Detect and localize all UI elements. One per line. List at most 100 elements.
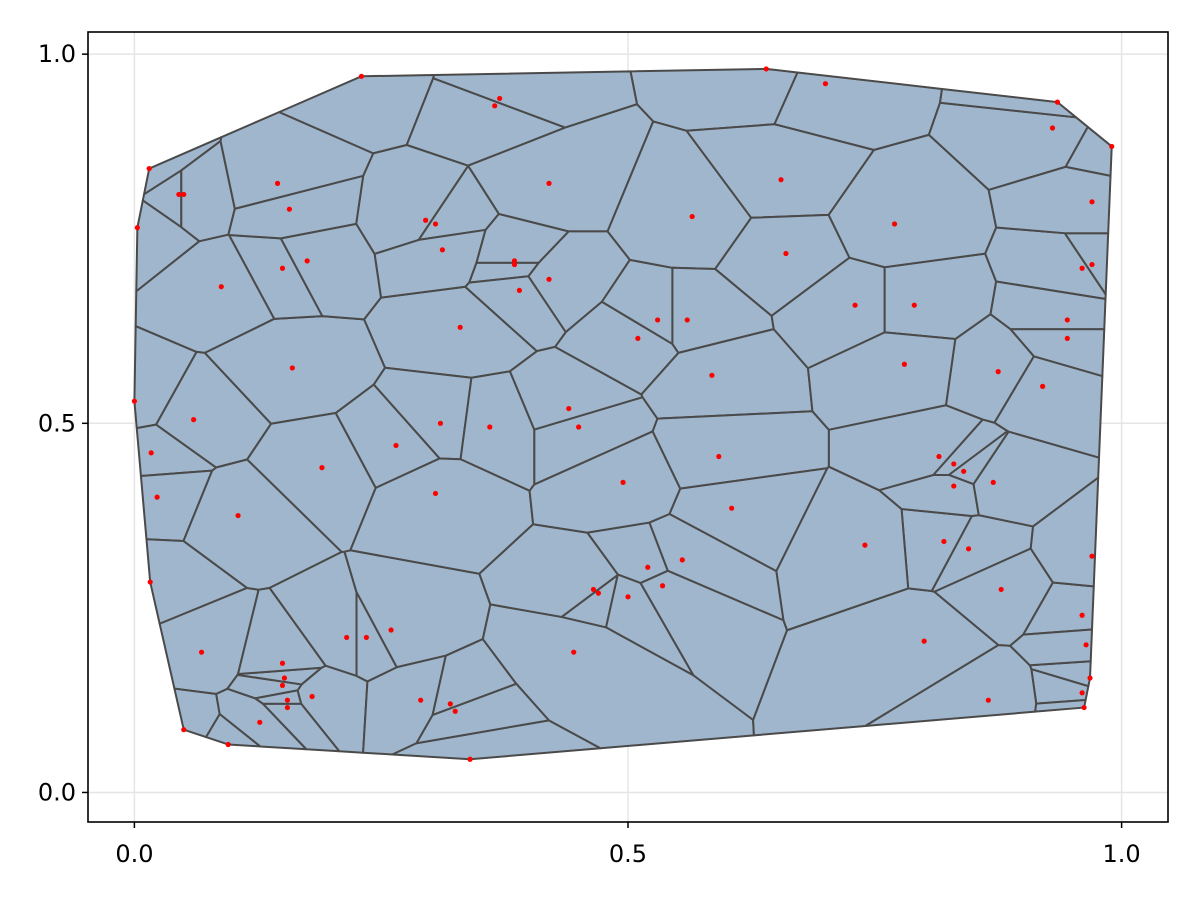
- seed-point: [393, 442, 399, 449]
- voronoi-cell: [415, 682, 550, 745]
- seed-point: [358, 73, 365, 79]
- seed-point: [778, 177, 784, 183]
- voronoi-cell: [987, 165, 1112, 235]
- seed-point: [684, 317, 690, 323]
- seed-point: [432, 221, 439, 227]
- seed-point: [566, 405, 572, 412]
- seed-point: [995, 369, 1001, 375]
- seed-point: [284, 704, 291, 711]
- voronoi-cell: [173, 687, 221, 739]
- seed-point: [1087, 675, 1093, 681]
- seed-point: [635, 335, 641, 342]
- seed-point: [418, 697, 424, 703]
- seed-point: [363, 634, 369, 641]
- seed-point: [965, 546, 972, 552]
- seed-point: [941, 538, 947, 545]
- seed-point: [679, 557, 685, 563]
- seed-point: [147, 579, 153, 585]
- seed-point: [1089, 199, 1095, 205]
- seed-point: [546, 276, 552, 282]
- seed-point: [148, 450, 154, 456]
- seed-point: [304, 258, 310, 264]
- y-tick-label: 1.0: [38, 40, 76, 68]
- seed-point: [289, 365, 295, 371]
- seed-point: [497, 95, 503, 102]
- seed-point: [689, 213, 695, 220]
- seed-point: [1081, 704, 1087, 711]
- seed-point: [729, 505, 735, 511]
- voronoi-cell: [639, 569, 788, 721]
- y-axis-ticks: 0.0 0.5 1.0: [38, 40, 88, 806]
- seed-point: [176, 191, 182, 198]
- x-axis-ticks: 0.0 0.5 1.0: [115, 822, 1141, 868]
- seed-point: [388, 627, 394, 633]
- seed-point: [645, 564, 651, 570]
- voronoi-cell: [219, 111, 375, 210]
- seed-point: [716, 453, 722, 460]
- voronoi-cell: [1034, 698, 1087, 713]
- seed-point: [309, 693, 315, 700]
- seed-point: [218, 284, 224, 290]
- seed-point: [279, 682, 286, 689]
- seed-point: [1109, 143, 1115, 150]
- seed-point: [1040, 383, 1046, 389]
- seed-point: [467, 756, 473, 762]
- seed-point: [274, 180, 281, 186]
- voronoi-cell: [989, 280, 1107, 331]
- voronoi-cell: [478, 523, 619, 618]
- seed-point: [447, 701, 453, 707]
- seed-point: [1049, 125, 1056, 131]
- voronoi-cell: [939, 87, 1078, 119]
- seed-point: [432, 490, 439, 497]
- seed-point: [891, 221, 898, 227]
- seed-point: [134, 225, 140, 231]
- seed-point: [951, 461, 957, 467]
- voronoi-cell: [1029, 476, 1100, 588]
- seed-point: [571, 649, 577, 655]
- seed-point: [344, 634, 350, 641]
- seed-point: [625, 594, 631, 600]
- seed-point: [319, 465, 325, 471]
- seed-point: [1064, 335, 1070, 342]
- seed-point: [620, 479, 626, 485]
- seed-point: [1089, 261, 1095, 268]
- seed-point: [901, 361, 908, 367]
- seed-point: [862, 542, 868, 548]
- voronoi-cell: [355, 591, 398, 683]
- seed-point: [990, 479, 996, 485]
- seed-point: [961, 468, 967, 474]
- seed-point: [154, 494, 160, 500]
- seed-point: [576, 424, 582, 430]
- seed-point: [951, 483, 957, 489]
- x-tick-label: 1.0: [1103, 840, 1141, 868]
- seed-point: [452, 708, 458, 714]
- voronoi-cell: [262, 702, 341, 753]
- seed-point: [659, 583, 666, 589]
- seed-point: [1079, 690, 1085, 696]
- seed-point: [131, 398, 137, 404]
- seed-point: [286, 206, 292, 212]
- voronoi-cell: [373, 228, 487, 299]
- seed-point: [235, 512, 241, 519]
- seed-point: [279, 660, 286, 666]
- seed-point: [198, 649, 205, 655]
- seed-point: [191, 417, 197, 423]
- voronoi-cell: [1009, 628, 1093, 667]
- seed-point: [590, 586, 597, 593]
- seed-point: [852, 302, 858, 308]
- seed-point: [146, 165, 152, 172]
- seed-point: [655, 317, 661, 323]
- seed-point: [225, 741, 231, 748]
- seed-point: [437, 420, 444, 426]
- seed-point: [181, 727, 187, 733]
- seed-point: [546, 180, 552, 186]
- x-tick-label: 0.5: [609, 840, 647, 868]
- seed-point: [911, 302, 917, 308]
- seed-point: [281, 675, 288, 681]
- y-tick-label: 0.0: [38, 778, 76, 806]
- seed-point: [1083, 642, 1089, 648]
- seed-point: [921, 638, 927, 644]
- seed-point: [423, 217, 429, 223]
- seed-point: [492, 103, 498, 109]
- seed-point: [257, 719, 263, 725]
